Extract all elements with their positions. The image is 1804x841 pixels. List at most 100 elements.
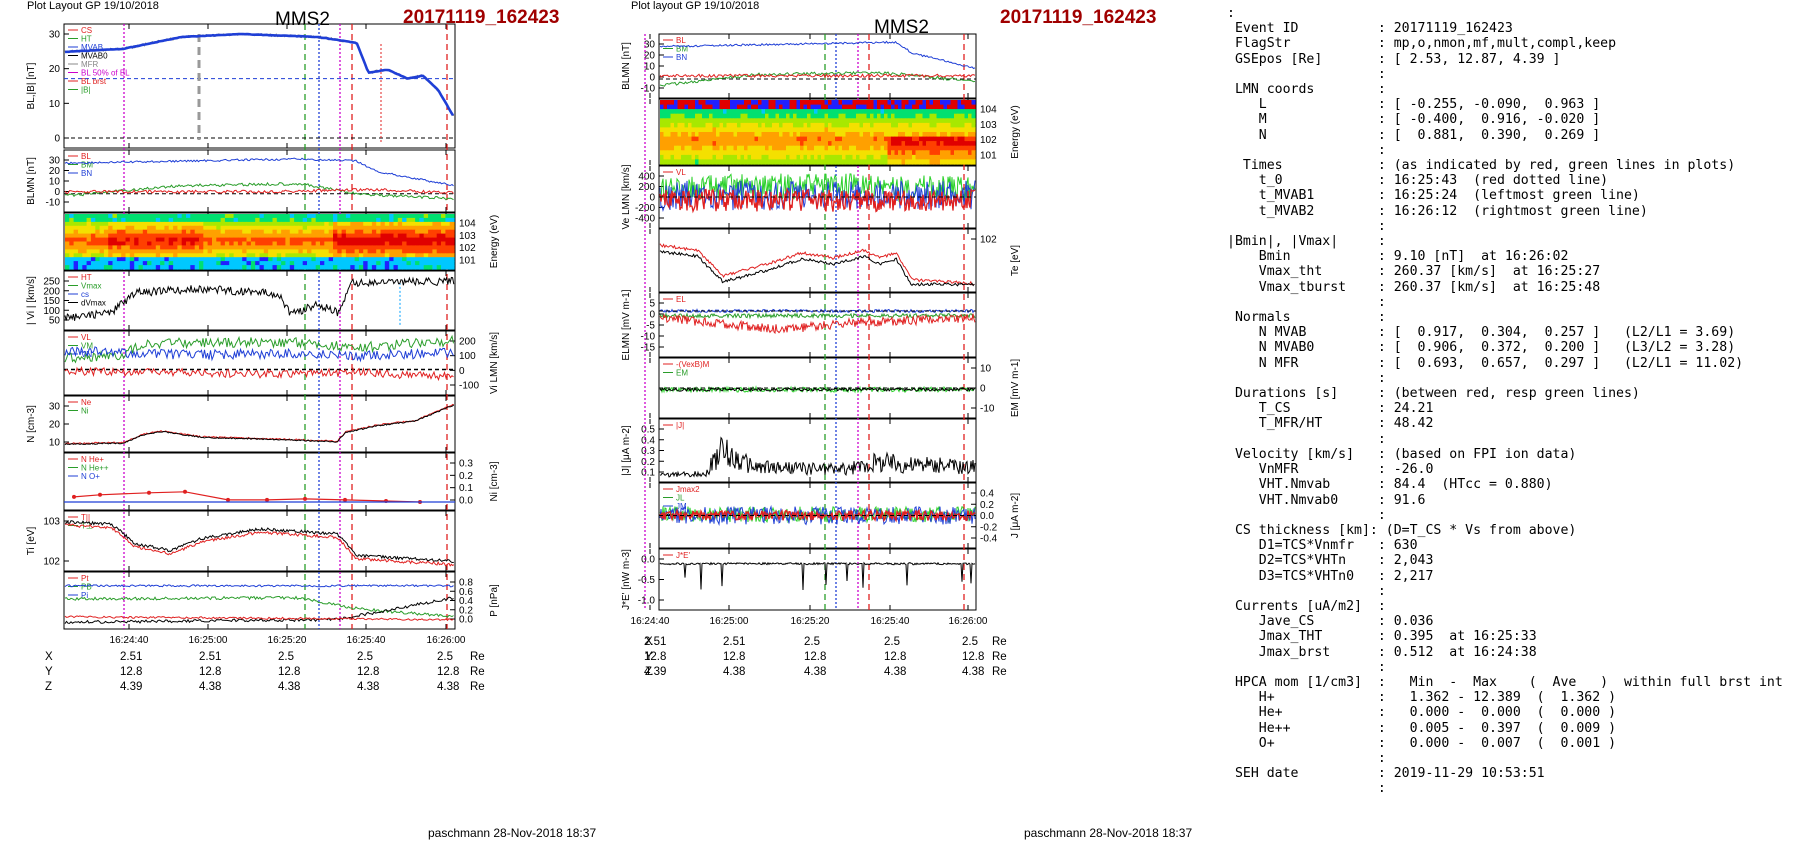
spectrogram-cell [168, 221, 174, 227]
spectrogram-cell [242, 257, 248, 262]
ni-line [64, 404, 455, 446]
position-unit: Re [992, 636, 1007, 648]
spectrogram-cell [419, 217, 425, 223]
spectrogram-cell [922, 127, 927, 133]
spectrogram-cell [354, 245, 360, 250]
spectrogram-cell [670, 104, 675, 110]
spectrogram-cell [842, 118, 847, 124]
spectrogram-cell [796, 104, 801, 110]
spectrogram-cell [415, 261, 420, 266]
spectrogram-cell [719, 145, 724, 151]
spectrogram-cell [849, 136, 854, 142]
spectrogram-cell [376, 233, 382, 239]
time-tick-label: 16:24:40 [110, 635, 149, 646]
spectrogram-cell [224, 229, 230, 235]
spectrogram-cell [436, 225, 442, 231]
spectrogram-cell [129, 214, 135, 219]
info-line: T_MFR/HT : 48.42 [1258, 416, 1434, 432]
spectrogram-cell [908, 150, 913, 156]
spectrogram-cell [674, 145, 679, 151]
spectrogram-cell [415, 237, 420, 243]
spectrogram-cell [358, 257, 364, 262]
spectrogram-cell [674, 150, 679, 156]
position-value: 4.38 [437, 681, 460, 693]
spectrogram-cell [164, 229, 170, 235]
spectrogram-cell [674, 104, 679, 110]
spectrogram-cell [684, 154, 689, 161]
y-tick-label: 0 [649, 310, 655, 321]
spectrogram-cell [824, 127, 829, 133]
spectrogram-cell [78, 241, 83, 246]
spectrogram-cell [702, 136, 707, 142]
spectrogram-cell [190, 214, 196, 219]
spectrogram-cell [796, 122, 801, 129]
y-tick-label: 10 [49, 177, 61, 188]
spectrogram-cell [302, 237, 308, 243]
spectrogram-cell [203, 237, 209, 243]
spectrogram-cell [684, 122, 689, 129]
spectrogram-cell [964, 122, 969, 129]
spectrogram-cell [723, 145, 728, 151]
spectrogram-cell [740, 127, 745, 133]
spectrogram-cell [216, 265, 222, 270]
spectrogram-cell [761, 122, 766, 129]
spectrogram-cell [866, 109, 871, 115]
spectrogram-cell [922, 113, 927, 119]
spectrogram-cell [363, 217, 369, 223]
spectrogram-cell [220, 245, 226, 250]
spectrogram-cell [268, 261, 273, 266]
legend-entry: N O+ [81, 472, 100, 481]
spectrogram-cell [242, 253, 248, 258]
spectrogram-cell [402, 233, 407, 239]
spectrogram-cell [887, 141, 892, 147]
y-tick-label: 30 [644, 40, 656, 51]
spectrogram-cell [86, 214, 92, 219]
legend-entry: BN [81, 169, 92, 178]
spectrogram-cell [670, 100, 675, 106]
spectrogram-cell [751, 145, 756, 151]
spectrogram-cell [151, 241, 157, 246]
spectrogram-cell [320, 229, 325, 235]
spectrogram-cell [86, 217, 92, 223]
spectrogram-cell [410, 245, 416, 250]
spectrogram-cell [311, 261, 317, 266]
spectrogram-cell [389, 229, 395, 235]
position-row-label: X [45, 651, 53, 663]
spectrogram-cell [842, 159, 847, 165]
spectrogram-cell [901, 136, 906, 142]
panel-frame [658, 548, 977, 611]
spectrogram-cell [733, 154, 738, 161]
spectrogram-cell [719, 159, 724, 165]
y-tick-label: 0.1 [641, 468, 655, 479]
position-value: 4.39 [120, 681, 143, 693]
spectrogram-cell [877, 132, 882, 138]
spectrogram-cell [803, 132, 808, 138]
spectrogram-cell [445, 265, 451, 270]
spectrogram-cell [929, 132, 934, 138]
spectrogram-cell [320, 249, 325, 254]
spectrogram-cell [186, 253, 191, 258]
info-line: Jmax_brst : 0.512 at 16:24:38 [1258, 644, 1537, 660]
spectrogram-cell [947, 100, 952, 106]
time-tick-label: 16:26:00 [427, 635, 466, 646]
spectrogram-cell [95, 233, 101, 239]
spectrogram-cell [432, 233, 438, 239]
spectrogram-cell [121, 233, 127, 239]
spectrogram-cell [397, 257, 403, 262]
spectrogram-cell [807, 154, 812, 161]
legend-entry: N He+ [81, 455, 104, 464]
spectrogram-cell [298, 237, 304, 243]
spectrogram-cell [667, 141, 672, 147]
spectrogram-cell [272, 217, 278, 223]
spectrogram-cell [212, 233, 217, 239]
spectrogram-cell [99, 265, 105, 270]
spectrogram-cell [936, 109, 941, 115]
spectrogram-cell [125, 249, 131, 254]
spectrogram-cell [936, 136, 941, 142]
spectrogram-cell [341, 257, 347, 262]
spectrogram-cell [912, 104, 917, 110]
spectrogram-cell [367, 265, 373, 270]
y-tick-label: 0 [54, 187, 60, 198]
spectrogram-cell [242, 214, 248, 219]
spectrogram-cell [901, 109, 906, 115]
